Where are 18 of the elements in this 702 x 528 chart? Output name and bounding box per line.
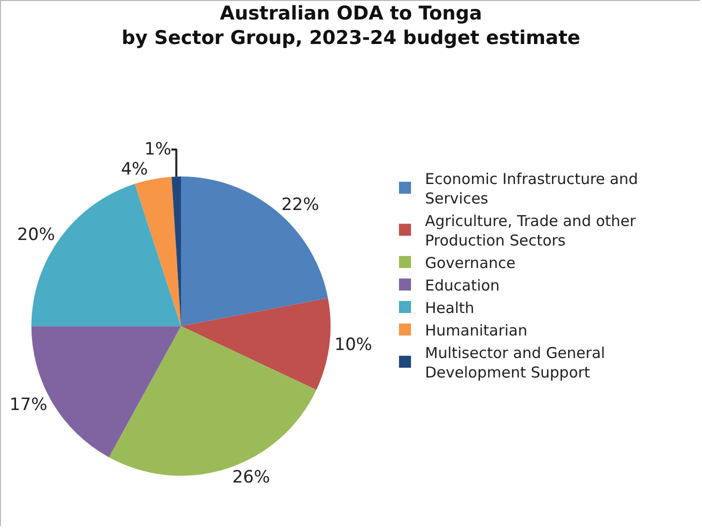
- data-label: 22%: [281, 194, 320, 215]
- legend-label: Health: [425, 298, 474, 317]
- pie-slice: [181, 298, 330, 390]
- legend-label: Humanitarian: [425, 321, 528, 340]
- data-label: 20%: [17, 224, 55, 245]
- legend-label: Governance: [425, 254, 516, 272]
- data-label: 4%: [120, 160, 148, 180]
- legend-label: Agriculture, Trade and other Production Sectors: [425, 212, 637, 250]
- data-label: 1%: [144, 140, 172, 160]
- legend-label: Economic Infrastructure and Services: [425, 170, 638, 208]
- legend-label: Multisector and General Development Support: [425, 344, 606, 382]
- data-label: 10%: [334, 335, 372, 356]
- data-label: 26%: [232, 467, 270, 488]
- pie-slice: [181, 176, 328, 326]
- legend-label: Education: [425, 276, 500, 294]
- data-label: 17%: [9, 394, 48, 415]
- pie-slice: [134, 176, 181, 326]
- chart-title: Australian ODA to Tonga by Sector Group, 2023-24 budget estimate: [122, 2, 580, 50]
